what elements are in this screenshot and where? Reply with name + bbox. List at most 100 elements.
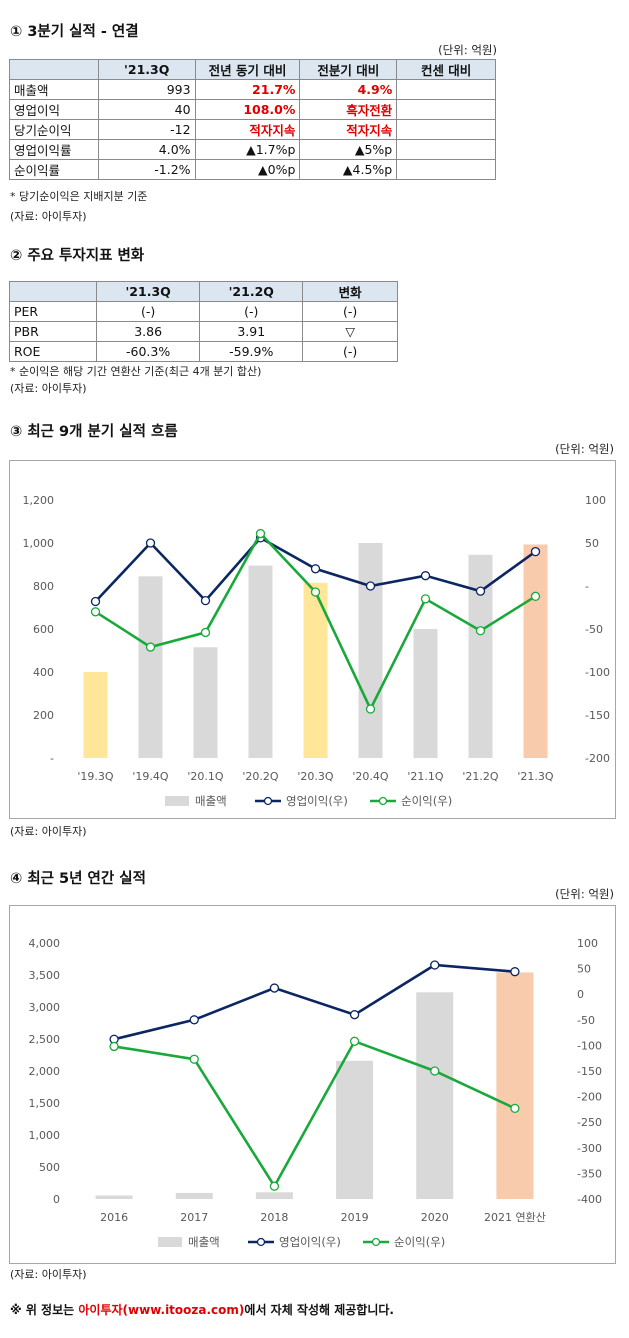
section1-title: ① 3분기 실적 - 연결	[10, 24, 139, 40]
results-consensus-cell	[396, 79, 496, 100]
indicators-change-cell: (-)	[302, 341, 398, 362]
y-left-tick-label: 1,000	[23, 537, 55, 550]
series-point-1	[475, 626, 486, 636]
results-yoy-cell: 21.7%	[194, 79, 301, 100]
y-right-tick-label: -100	[577, 1039, 602, 1052]
results-consensus-cell	[396, 119, 496, 140]
series-point-1	[420, 594, 431, 604]
series-point-1	[90, 607, 101, 617]
results-yoy-cell: ▲0%p	[194, 159, 301, 180]
bar-2	[255, 1192, 293, 1199]
results-header-yoy: 전년 동기 대비	[194, 59, 301, 80]
section3-title: ③ 최근 9개 분기 실적 흐름	[10, 424, 178, 440]
legend-swatch-marker	[263, 796, 273, 806]
x-tick-label: '21.3Q	[517, 770, 554, 783]
indicators-previous-cell: (-)	[199, 301, 304, 322]
bar-1	[175, 1192, 213, 1199]
results-qoq-cell: 4.9%	[299, 79, 398, 100]
results-row: 순이익률 -1.2% ▲0%p ▲4.5%p	[9, 159, 496, 180]
series-point-0	[365, 581, 376, 591]
y-left-tick-label: 200	[33, 709, 54, 722]
indicators-header-current: '21.3Q	[96, 281, 201, 302]
legend-label: 순이익(우)	[401, 794, 452, 808]
results-header-consensus: 컨센 대비	[396, 59, 496, 80]
indicators-row: PER (-) (-) (-)	[8, 301, 398, 322]
legend-label: 매출액	[195, 794, 227, 808]
results-label-cell: 순이익률	[9, 159, 99, 180]
y-left-tick-label: -	[50, 752, 54, 765]
results-row: 당기순이익 -12 적자지속 적자지속	[9, 119, 496, 140]
series-point-1	[200, 627, 211, 638]
series-point-1	[510, 1103, 520, 1114]
series-point-0	[269, 983, 280, 993]
indicators-change-cell: (-)	[302, 301, 398, 322]
indicators-label-cell: PER	[8, 301, 98, 322]
indicators-header-row: '21.3Q '21.2Q 변화	[8, 281, 398, 302]
results-row: 영업이익률 4.0% ▲1.7%p ▲5%p	[9, 139, 496, 160]
series-line-1	[113, 1039, 516, 1189]
y-right-tick-label: -	[585, 580, 589, 593]
legend-swatch-marker	[378, 796, 388, 806]
results-label-cell: 영업이익률	[9, 139, 99, 160]
series-point-0	[145, 538, 156, 548]
y-left-tick-label: 800	[33, 580, 54, 593]
y-left-tick-label: 3,500	[29, 969, 61, 982]
x-tick-label: 2017	[180, 1211, 208, 1224]
y-right-tick-label: 0	[577, 988, 584, 1001]
footer-prefix: ※ 위 정보는	[10, 1303, 79, 1317]
y-left-tick-label: 600	[33, 623, 54, 636]
indicators-previous-cell: -59.9%	[199, 341, 304, 362]
x-tick-label: 2018	[260, 1211, 288, 1224]
indicators-header-previous: '21.2Q	[199, 281, 304, 302]
series-point-0	[530, 546, 541, 557]
y-right-tick-label: -350	[577, 1167, 602, 1180]
bar-6	[413, 629, 438, 758]
series-point-1	[530, 591, 541, 601]
series-point-0	[430, 960, 440, 970]
section1-note: * 당기순이익은 지배지분 기준	[10, 190, 148, 203]
section4-unit: (단위: 억원)	[555, 887, 614, 901]
section4-title: ④ 최근 5년 연간 실적	[10, 871, 146, 887]
indicators-row: ROE -60.3% -59.9% (-)	[8, 341, 398, 362]
series-point-0	[310, 564, 321, 574]
bar-2	[193, 647, 218, 758]
bar-0	[95, 1195, 133, 1199]
legend-label: 영업이익(우)	[286, 794, 348, 808]
series-point-1	[430, 1066, 440, 1076]
x-tick-label: '20.3Q	[297, 770, 334, 783]
series-point-0	[189, 1015, 199, 1025]
section3-unit: (단위: 억원)	[555, 442, 614, 456]
y-left-tick-label: 0	[53, 1193, 60, 1206]
bar-5	[358, 543, 383, 758]
bar-5	[496, 972, 534, 1199]
results-row: 영업이익 40 108.0% 흑자전환	[9, 99, 496, 120]
y-left-tick-label: 2,000	[29, 1065, 61, 1078]
y-right-tick-label: -200	[585, 752, 610, 765]
section2-note: * 순이익은 해당 기간 연환산 기준(최근 4개 분기 합산)	[10, 365, 262, 378]
indicators-label-cell: ROE	[8, 341, 98, 362]
series-point-1	[255, 528, 266, 539]
y-right-tick-label: -300	[577, 1142, 602, 1155]
results-consensus-cell	[396, 99, 496, 120]
quarterly-chart-frame: -200 400 600 800 1,000 1,200 -200 -150 -100 -50-5…	[9, 460, 616, 819]
section3-source: (자료: 아이투자)	[10, 825, 87, 838]
bar-3	[248, 565, 273, 758]
x-tick-label: '20.2Q	[242, 770, 279, 783]
indicators-header-blank	[8, 281, 98, 302]
y-right-tick-label: -100	[585, 666, 610, 679]
results-qoq-cell: 적자지속	[299, 119, 398, 140]
y-left-tick-label: 2,500	[29, 1033, 61, 1046]
series-point-1	[365, 704, 376, 714]
y-right-tick-label: -400	[577, 1193, 602, 1206]
results-qoq-cell: ▲4.5%p	[299, 159, 398, 180]
bar-4	[416, 992, 454, 1199]
legend-swatch-marker	[371, 1237, 381, 1247]
results-value-cell: 4.0%	[97, 139, 196, 160]
x-tick-label: 2020	[421, 1211, 449, 1224]
bar-8	[523, 544, 548, 758]
series-point-0	[90, 596, 101, 607]
y-right-tick-label: -150	[585, 709, 610, 722]
x-tick-label: 2016	[100, 1211, 128, 1224]
footer-link[interactable]: 아이투자(www.itooza.com)	[78, 1303, 245, 1317]
y-left-tick-label: 3,000	[29, 1001, 61, 1014]
